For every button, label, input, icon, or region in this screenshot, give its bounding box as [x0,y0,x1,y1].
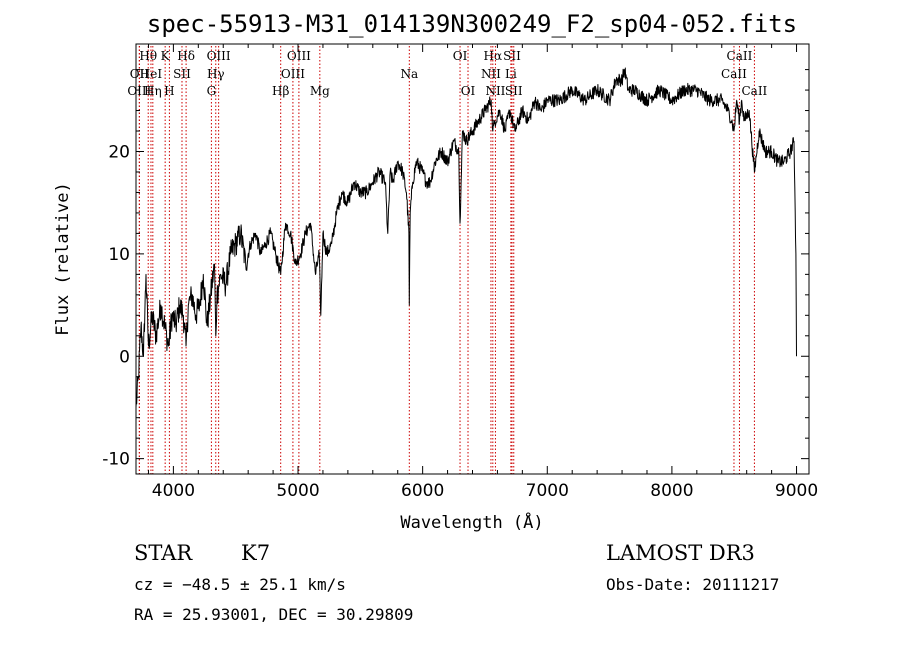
x-tick-label-4: 8000 [650,481,693,501]
line-marker-label-26: CaII [721,67,747,81]
x-tick-label-3: 7000 [526,481,569,501]
spectral-subclass: K7 [241,541,270,565]
line-marker-label-10: Hγ [207,67,225,81]
line-marker-label-11: G [207,84,217,98]
line-marker-label-3: K [161,49,171,63]
series-line-0 [135,67,797,408]
sky-coordinates: RA = 25.93001, DEC = 30.29809 [134,605,413,624]
x-tick-label-2: 6000 [401,481,444,501]
line-marker-label-22: Li [505,67,517,81]
y-axis-label: Flux (relative) [53,182,73,336]
chart-title: spec-55913-M31_014139N300249_F2_sp04-052… [147,10,797,38]
line-marker-label-19: Hα [484,49,503,63]
line-marker-label-4: HeI [140,67,163,81]
line-marker-label-20: SII [503,49,521,63]
y-tick-label-3: 20 [108,143,130,163]
x-tick-label-0: 4000 [152,481,195,501]
x-axis-label: Wavelength (Å) [400,511,543,533]
line-marker-label-25: CaII [727,49,753,63]
line-marker-label-14: OIII [281,67,305,81]
line-marker-label-13: OIII [287,49,311,63]
observation-date: Obs-Date: 20111217 [606,575,779,594]
line-marker-label-6: SII [173,67,191,81]
line-marker-label-8: Hδ [177,49,195,63]
x-tick-label-1: 5000 [276,481,319,501]
object-type: STAR [134,541,193,565]
axis-ticks: 4000 5000 6000 7000 8000 9000 -10 0 10 20 [102,44,818,501]
survey-name: LAMOST DR3 [606,541,755,565]
line-marker-label-15: Mg [310,84,330,98]
line-marker-label-12: Hβ [272,84,289,98]
y-tick-label-2: 10 [108,245,130,265]
line-marker-label-23: NII [485,84,505,98]
redshift-velocity: cz = −48.5 ± 25.1 km/s [134,575,346,594]
plot-frame [135,43,810,475]
x-tick-label-5: 9000 [775,481,818,501]
line-marker-label-17: OI [453,49,468,63]
line-marker-label-18: OI [461,84,476,98]
y-tick-label-0: -10 [102,450,130,470]
y-tick-label-1: 0 [119,347,130,367]
line-marker-label-2: OIII [127,84,151,98]
line-marker-label-9: OIII [207,49,231,63]
line-marker-label-16: Na [400,67,418,81]
line-marker-label-27: CaII [741,84,767,98]
line-marker-label-5: Hη [144,84,162,98]
line-marker-label-7: H [164,84,174,98]
line-marker-label-24: SII [505,84,523,98]
line-marker-label-0: Hθ [139,49,157,63]
series-group [135,67,797,408]
line-marker-label-21: NII [481,67,501,81]
